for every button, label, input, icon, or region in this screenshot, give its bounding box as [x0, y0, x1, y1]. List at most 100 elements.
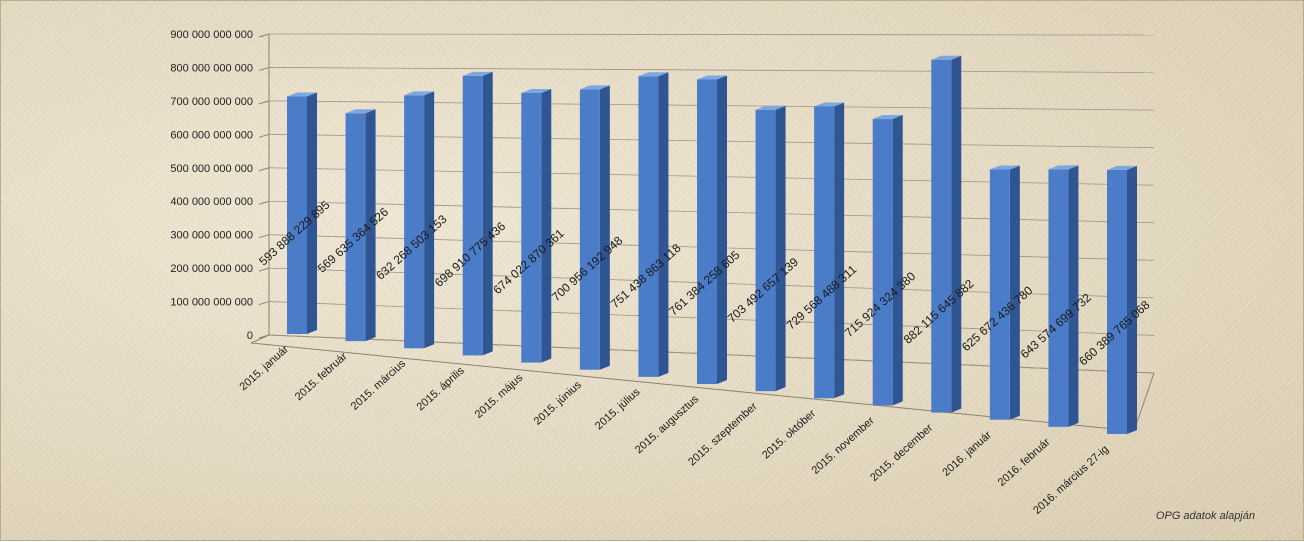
- bar: [404, 91, 435, 349]
- x-tick-label: 2015. február: [293, 350, 350, 403]
- bar-front: [1048, 169, 1069, 427]
- bar-front: [287, 96, 307, 335]
- y-tick-label: 200 000 000 000: [170, 263, 253, 275]
- bar-top: [287, 92, 317, 97]
- bar-front: [404, 95, 425, 349]
- bar-side: [775, 105, 786, 392]
- bar-front: [989, 169, 1010, 420]
- bar-front: [755, 109, 776, 392]
- y-tick-label: 300 000 000 000: [170, 230, 253, 242]
- y-tick-mark: [258, 66, 270, 71]
- bar-front: [638, 76, 659, 377]
- bar-top: [989, 165, 1020, 170]
- bar-side: [482, 71, 493, 356]
- bar-side: [1127, 165, 1137, 434]
- x-tick-label: 2015. május: [473, 372, 526, 421]
- x-tick-label: 2016. január: [940, 429, 994, 479]
- bar: [697, 75, 727, 385]
- bar: [579, 85, 610, 370]
- y-tick-mark: [258, 133, 270, 138]
- y-tick-label: 400 000 000 000: [170, 196, 253, 208]
- bar-top: [1048, 165, 1079, 170]
- y-tick-mark: [258, 334, 270, 339]
- x-tick-label: 2015. október: [760, 407, 818, 461]
- y-tick-mark: [258, 100, 270, 105]
- y-tick-label: 900 000 000 000: [170, 29, 253, 41]
- bar-side: [892, 115, 903, 406]
- y-tick-mark: [258, 200, 270, 205]
- bar-top: [521, 88, 552, 93]
- y-tick-mark: [258, 167, 270, 172]
- bar-side: [424, 91, 435, 349]
- x-tick-label: 2015. június: [532, 379, 584, 428]
- bar-side: [1068, 165, 1079, 427]
- bar-front: [872, 119, 893, 406]
- gridline: [268, 67, 1155, 73]
- bar-top: [697, 75, 727, 80]
- x-tick-label: 2015. április: [415, 364, 467, 413]
- y-tick-label: 600 000 000 000: [170, 129, 253, 141]
- bar-side: [541, 88, 552, 363]
- y-axis-tick-labels: 0 100 000 000 000 200 000 000 000 300 000 0…: [170, 29, 253, 342]
- bar-front: [521, 92, 542, 363]
- gridline: [268, 33, 1155, 36]
- bar: [462, 71, 493, 356]
- bar: [521, 88, 552, 363]
- bar-side: [717, 75, 727, 385]
- x-tick-label: 2015. november: [810, 415, 877, 477]
- x-tick-label: 2015. július: [593, 386, 643, 432]
- bar-top: [345, 109, 376, 114]
- bar-front: [931, 59, 952, 413]
- bar: [1107, 165, 1137, 434]
- source-note: OPG adatok alapján: [1155, 510, 1255, 522]
- bar-side: [658, 72, 669, 377]
- bar: [814, 102, 845, 399]
- x-tick-label: 2015. március: [349, 357, 409, 412]
- y-tick-mark: [258, 234, 270, 239]
- bar-top: [872, 115, 903, 120]
- bar: [345, 109, 376, 342]
- y-tick-label: 0: [247, 330, 253, 342]
- bar: [638, 72, 669, 377]
- bar-side: [834, 102, 845, 399]
- bar-top: [579, 85, 610, 90]
- bar-top: [1107, 165, 1137, 170]
- bar: [989, 165, 1020, 420]
- bar: [872, 115, 903, 406]
- x-tick-label: 2015. december: [868, 422, 935, 484]
- bar-front: [462, 75, 483, 356]
- x-tick-label: 2015. augusztus: [633, 393, 701, 456]
- y-tick-label: 500 000 000 000: [170, 163, 253, 175]
- bar-side: [365, 109, 376, 342]
- bar-front: [697, 79, 717, 385]
- bars: [287, 55, 1137, 434]
- bar-top: [638, 72, 669, 77]
- bar: [1048, 165, 1079, 427]
- bar-top: [462, 71, 493, 76]
- y-tick-mark: [258, 267, 270, 272]
- bar-front: [579, 89, 600, 370]
- bar-side: [307, 92, 317, 335]
- bar-top: [404, 91, 435, 96]
- bar-top: [931, 55, 962, 60]
- bar: [931, 55, 962, 413]
- bar-side: [951, 55, 962, 413]
- bar: [755, 105, 786, 392]
- y-tick-label: 800 000 000 000: [170, 62, 253, 74]
- bar-front: [345, 113, 366, 342]
- bar-front: [1107, 169, 1127, 434]
- bar-front: [814, 106, 835, 399]
- y-tick-label: 700 000 000 000: [170, 96, 253, 108]
- y-tick-mark: [258, 301, 270, 306]
- bar-top: [814, 102, 845, 107]
- y-tick-label: 100 000 000 000: [170, 297, 253, 309]
- bar-side: [599, 85, 610, 370]
- x-tick-label: 2015. szeptember: [686, 400, 760, 468]
- bar-top: [755, 105, 786, 110]
- x-tick-label: 2016. március 27-ig: [1031, 443, 1111, 517]
- bar: [287, 92, 317, 335]
- x-tick-label: 2015. január: [238, 343, 292, 393]
- y-tick-mark: [258, 33, 270, 38]
